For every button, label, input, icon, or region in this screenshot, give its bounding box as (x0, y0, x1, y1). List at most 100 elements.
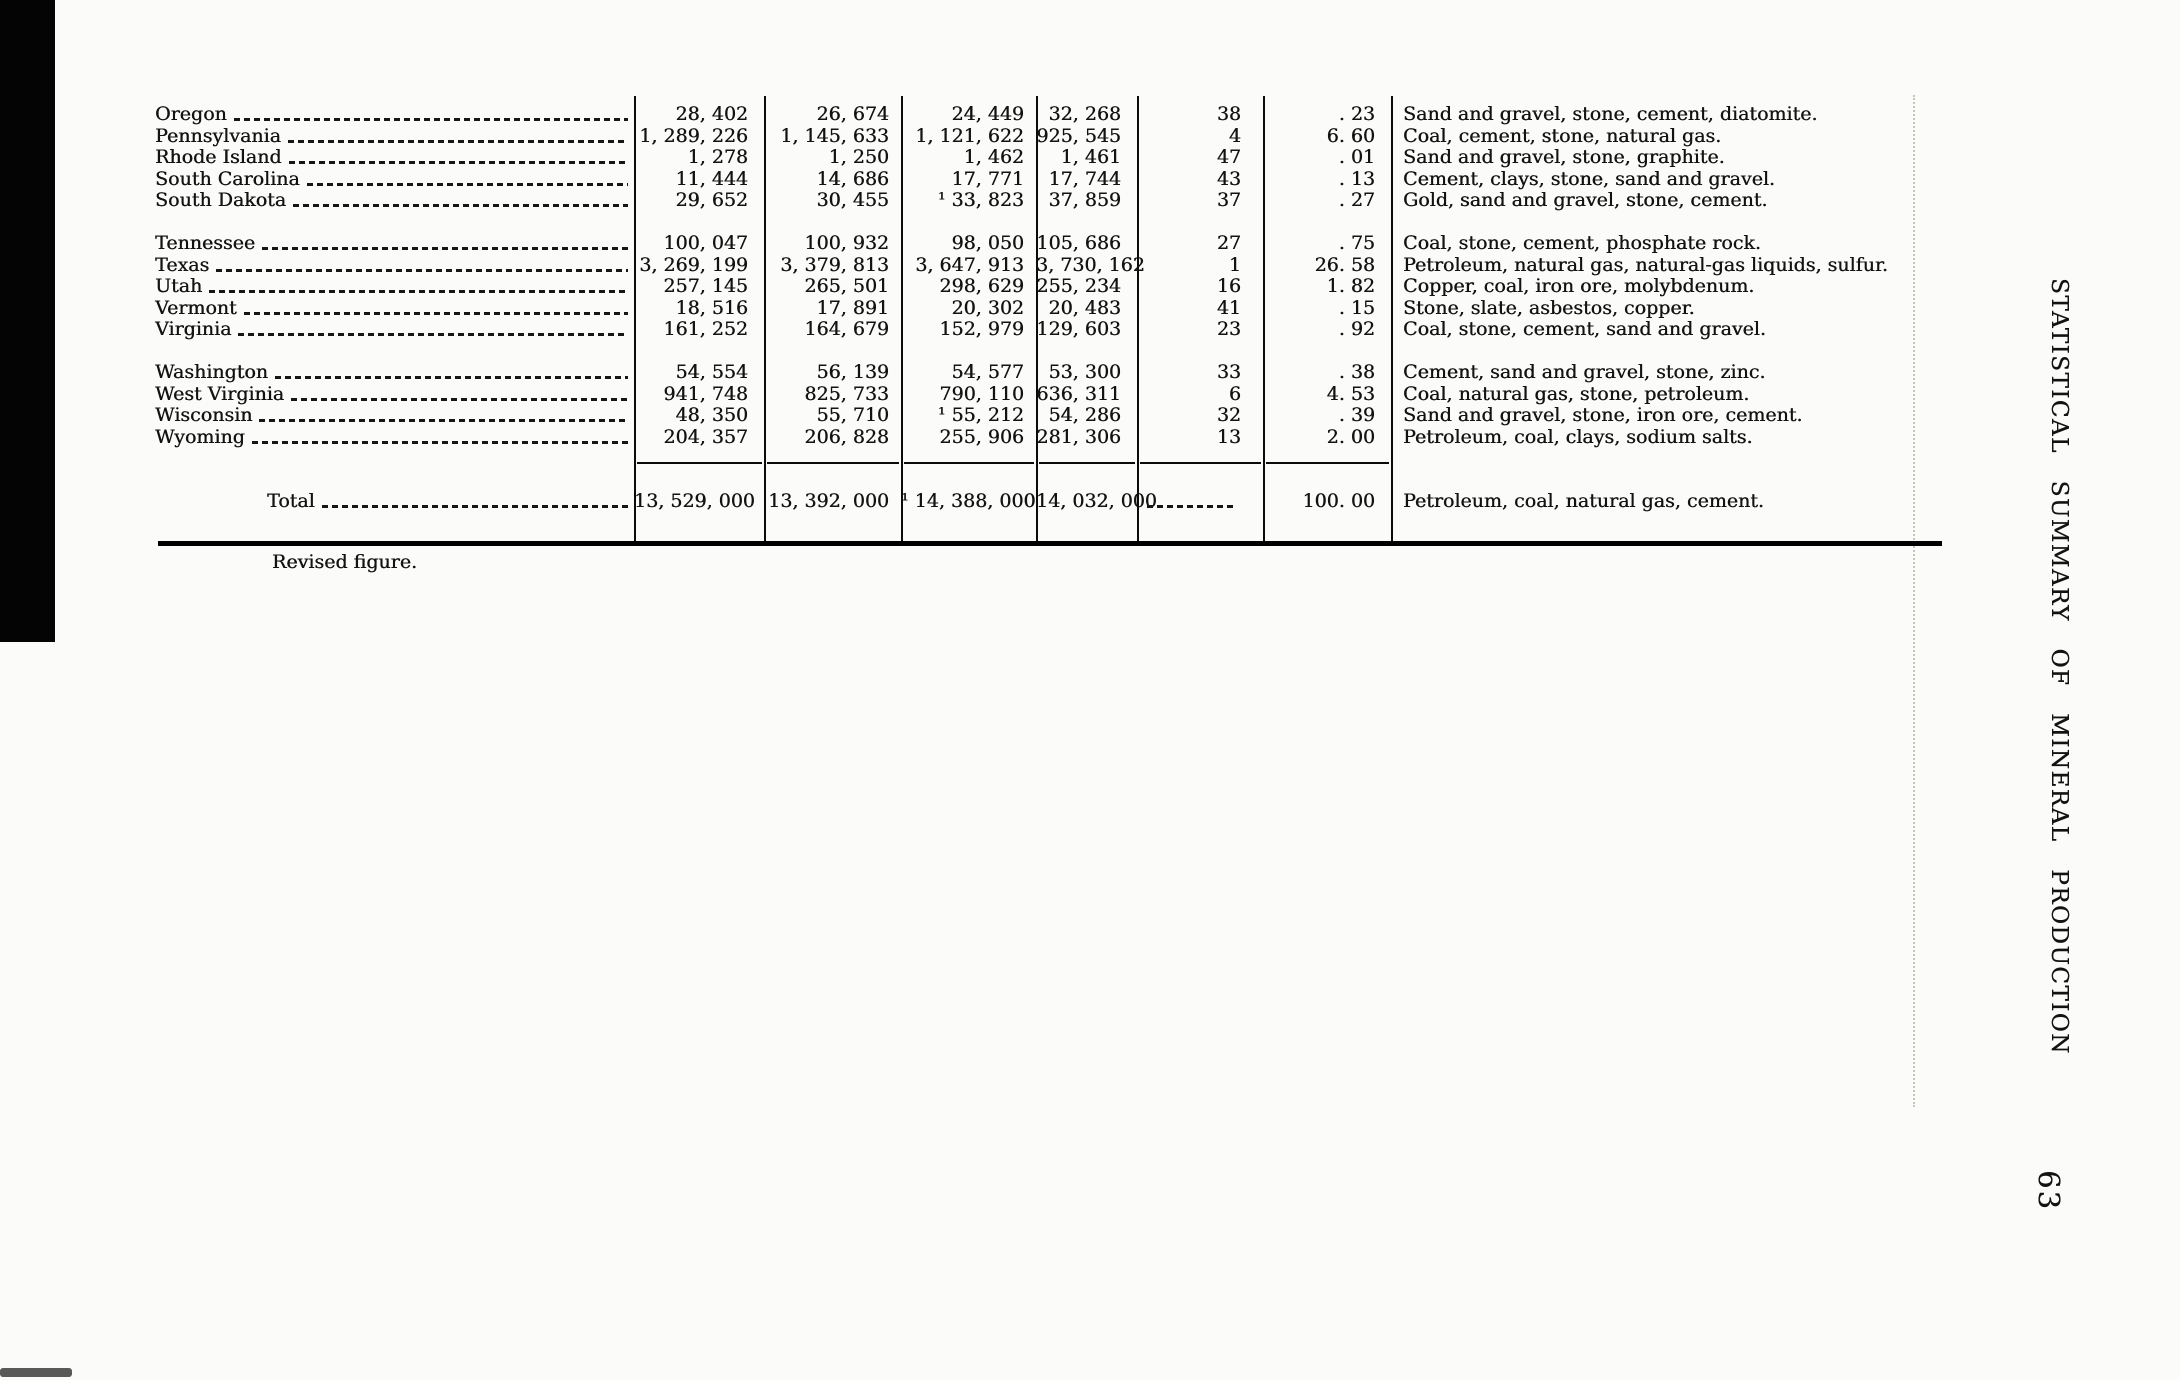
value-cell-1: 1, 289, 226 (639, 124, 748, 147)
dot-leader (216, 268, 628, 272)
rank-cell: 38 (1137, 103, 1263, 125)
table-row-oregon: Oregon 28, 402 26, 674 24, 449 32, 268 38 . 23… (155, 103, 1991, 125)
column-rule (1263, 96, 1265, 543)
rank-cell: 6 (1137, 383, 1263, 405)
dot-leader (233, 118, 628, 121)
value-cell-3: 24, 449 (951, 103, 1024, 125)
state-label: Total (267, 490, 315, 512)
table-row-wyoming: Wyoming 204, 357 206, 828 255, 906 281, 306 1… (155, 426, 1991, 448)
minerals-cell: Copper, coal, iron ore, molybdenum. (1403, 275, 1755, 297)
value-cell-2: 13, 392, 000 (768, 490, 889, 512)
total-separator (767, 462, 899, 464)
minerals-cell: Petroleum, coal, natural gas, cement. (1403, 490, 1764, 512)
value-cell-1: 1, 278 (687, 146, 748, 168)
value-cell-4: 636, 311 (1036, 382, 1121, 405)
dot-leader (259, 419, 628, 422)
total-separator (1266, 462, 1389, 464)
value-cell-2: 14, 686 (816, 167, 889, 190)
state-label: Washington (155, 361, 268, 383)
page-edge-dotted-line (1913, 95, 1915, 1107)
value-cell-4: 281, 306 (1036, 425, 1121, 448)
percent-cell: 1. 82 (1326, 275, 1375, 297)
state-cell: West Virginia (155, 383, 634, 405)
value-cell-1: 29, 652 (675, 189, 748, 211)
dot-leader (287, 139, 628, 143)
percent-cell: 2. 00 (1326, 425, 1375, 448)
value-cell-4: 20, 483 (1048, 296, 1121, 319)
percent-cell: 26. 58 (1314, 253, 1375, 276)
rank-cell (1137, 490, 1263, 512)
dot-leader (274, 376, 628, 379)
minerals-cell: Cement, sand and gravel, stone, zinc. (1403, 361, 1766, 383)
dot-leader (291, 397, 628, 401)
table-row-wisconsin: Wisconsin 48, 350 55, 710 ¹ 55, 212 54, 286 3… (155, 404, 1991, 426)
value-cell-3: 1, 462 (963, 146, 1024, 168)
minerals-cell: Coal, natural gas, stone, petroleum. (1403, 382, 1750, 405)
column-rule (1137, 96, 1139, 543)
percent-cell: 4. 53 (1326, 382, 1375, 405)
value-cell-3: 152, 979 (939, 318, 1024, 340)
minerals-cell: Gold, sand and gravel, stone, cement. (1403, 189, 1768, 211)
state-cell: Utah (155, 275, 634, 297)
scan-smudge (0, 1368, 72, 1377)
minerals-cell: Coal, stone, cement, phosphate rock. (1403, 232, 1761, 254)
dot-leader (306, 182, 628, 186)
value-cell-1: 257, 145 (663, 275, 748, 297)
scan-artifact-bar (0, 0, 55, 642)
state-cell: Oregon (155, 103, 634, 125)
value-cell-4: 54, 286 (1048, 404, 1121, 426)
column-rule (901, 96, 903, 543)
state-label: South Carolina (155, 167, 300, 190)
value-cell-3: 790, 110 (939, 382, 1024, 405)
value-cell-4: 37, 859 (1048, 189, 1121, 211)
dash-leader (1147, 505, 1233, 508)
minerals-cell: Stone, slate, asbestos, copper. (1403, 296, 1695, 319)
value-cell-1: 11, 444 (675, 167, 748, 190)
percent-cell: 6. 60 (1326, 124, 1375, 147)
rank-cell: 1 (1137, 254, 1263, 276)
value-cell-2: 56, 139 (816, 361, 889, 383)
state-label: Tennessee (155, 232, 256, 254)
value-cell-2: 26, 674 (816, 103, 889, 125)
percent-cell: . 01 (1338, 146, 1375, 168)
rank-value: 6 (1228, 382, 1241, 405)
percent-cell: . 75 (1338, 232, 1375, 254)
value-cell-4: 129, 603 (1036, 318, 1121, 340)
rank-cell: 16 (1137, 275, 1263, 297)
dot-leader (243, 311, 628, 315)
rank-cell: 32 (1137, 404, 1263, 426)
value-cell-2: 55, 710 (816, 404, 889, 426)
state-cell: Washington (155, 361, 634, 383)
rank-value: 27 (1216, 232, 1241, 254)
side-title-vertical: STATISTICAL SUMMARY OF MINERAL PRODUCTIO… (2046, 278, 2072, 1055)
value-cell-2: 17, 891 (816, 296, 889, 319)
percent-cell: . 38 (1338, 361, 1375, 383)
minerals-cell: Coal, stone, cement, sand and gravel. (1403, 318, 1766, 340)
percent-cell: . 27 (1338, 189, 1375, 211)
state-cell: Rhode Island (155, 146, 634, 168)
table-row-utah: Utah 257, 145 265, 501 298, 629 255, 234 16 1.… (155, 275, 1991, 297)
state-cell: Pennsylvania (155, 125, 634, 147)
value-cell-4: 1, 461 (1060, 146, 1121, 168)
dot-leader (209, 290, 628, 293)
minerals-cell: Sand and gravel, stone, iron ore, cement… (1403, 404, 1803, 426)
value-cell-2: 30, 455 (816, 189, 889, 211)
table-row-west-virginia: West Virginia 941, 748 825, 733 790, 110 636… (155, 383, 1991, 405)
value-cell-1: 941, 748 (663, 382, 748, 405)
state-cell: South Dakota (155, 189, 634, 211)
table-row-texas: Texas 3, 269, 199 3, 379, 813 3, 647, 913 3,… (155, 254, 1991, 276)
rank-cell: 37 (1137, 189, 1263, 211)
state-label: South Dakota (155, 189, 287, 211)
rank-cell: 27 (1137, 232, 1263, 254)
total-separator (1039, 462, 1135, 464)
value-cell-3: 54, 577 (951, 361, 1024, 383)
rank-value: 1 (1228, 253, 1241, 276)
value-cell-2: 3, 379, 813 (780, 253, 889, 276)
rank-value: 37 (1216, 189, 1241, 211)
percent-cell: . 15 (1338, 296, 1375, 319)
rank-cell: 43 (1137, 168, 1263, 190)
state-label: Rhode Island (155, 146, 282, 168)
minerals-cell: Cement, clays, stone, sand and gravel. (1403, 167, 1775, 190)
value-cell-1: 13, 529, 000 (634, 490, 755, 512)
rank-cell: 23 (1137, 318, 1263, 340)
